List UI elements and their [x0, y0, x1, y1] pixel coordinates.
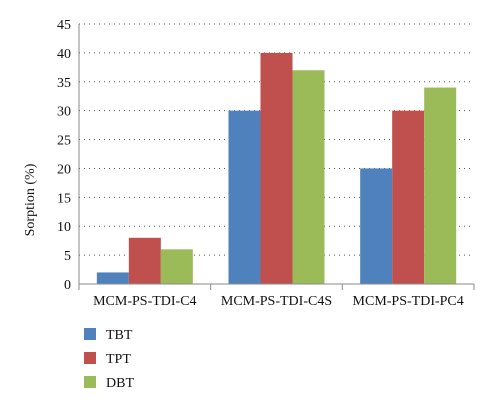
- legend-label-tpt: TPT: [106, 352, 131, 367]
- y-tick-label: 35: [57, 76, 71, 91]
- y-tick-label: 30: [57, 105, 71, 120]
- legend-label-tbt: TBT: [106, 328, 133, 343]
- y-axis-title: Sorption (%): [23, 163, 38, 236]
- y-tick-label: 5: [64, 249, 71, 264]
- x-category-label: MCM-PS-TDI-PC4: [353, 294, 464, 309]
- legend-swatch-tpt: [84, 352, 96, 364]
- x-category-labels: MCM-PS-TDI-C4 MCM-PS-TDI-C4S MCM-PS-TDI-PC…: [93, 294, 464, 309]
- y-tick-label: 0: [64, 278, 71, 293]
- y-tick-labels: 0 5 10 15 20 25 30 35 40 45: [57, 18, 71, 293]
- x-category-label: MCM-PS-TDI-C4: [93, 294, 196, 309]
- axes: [78, 24, 475, 290]
- y-tick-label: 40: [57, 47, 71, 62]
- bar-dbt: [292, 70, 325, 284]
- bar-tpt: [392, 110, 425, 285]
- legend-swatch-tbt: [84, 328, 96, 340]
- bar-tbt: [96, 272, 129, 284]
- legend: TBT TPT DBT: [84, 328, 134, 391]
- x-category-label: MCM-PS-TDI-C4S: [221, 294, 332, 309]
- legend-label-dbt: DBT: [106, 376, 134, 391]
- bar-dbt: [424, 87, 457, 284]
- legend-swatch-dbt: [84, 376, 96, 388]
- y-tick-label: 20: [57, 162, 71, 177]
- y-tick-label: 45: [57, 18, 71, 33]
- bars: [96, 52, 457, 285]
- y-tick-label: 25: [57, 134, 71, 149]
- y-tick-label: 15: [57, 191, 71, 206]
- bar-tpt: [260, 52, 293, 285]
- bar-tpt: [128, 237, 161, 284]
- bar-dbt: [160, 249, 193, 284]
- y-tick-label: 10: [57, 220, 71, 235]
- bar-tbt: [228, 110, 261, 285]
- bar-tbt: [360, 168, 393, 284]
